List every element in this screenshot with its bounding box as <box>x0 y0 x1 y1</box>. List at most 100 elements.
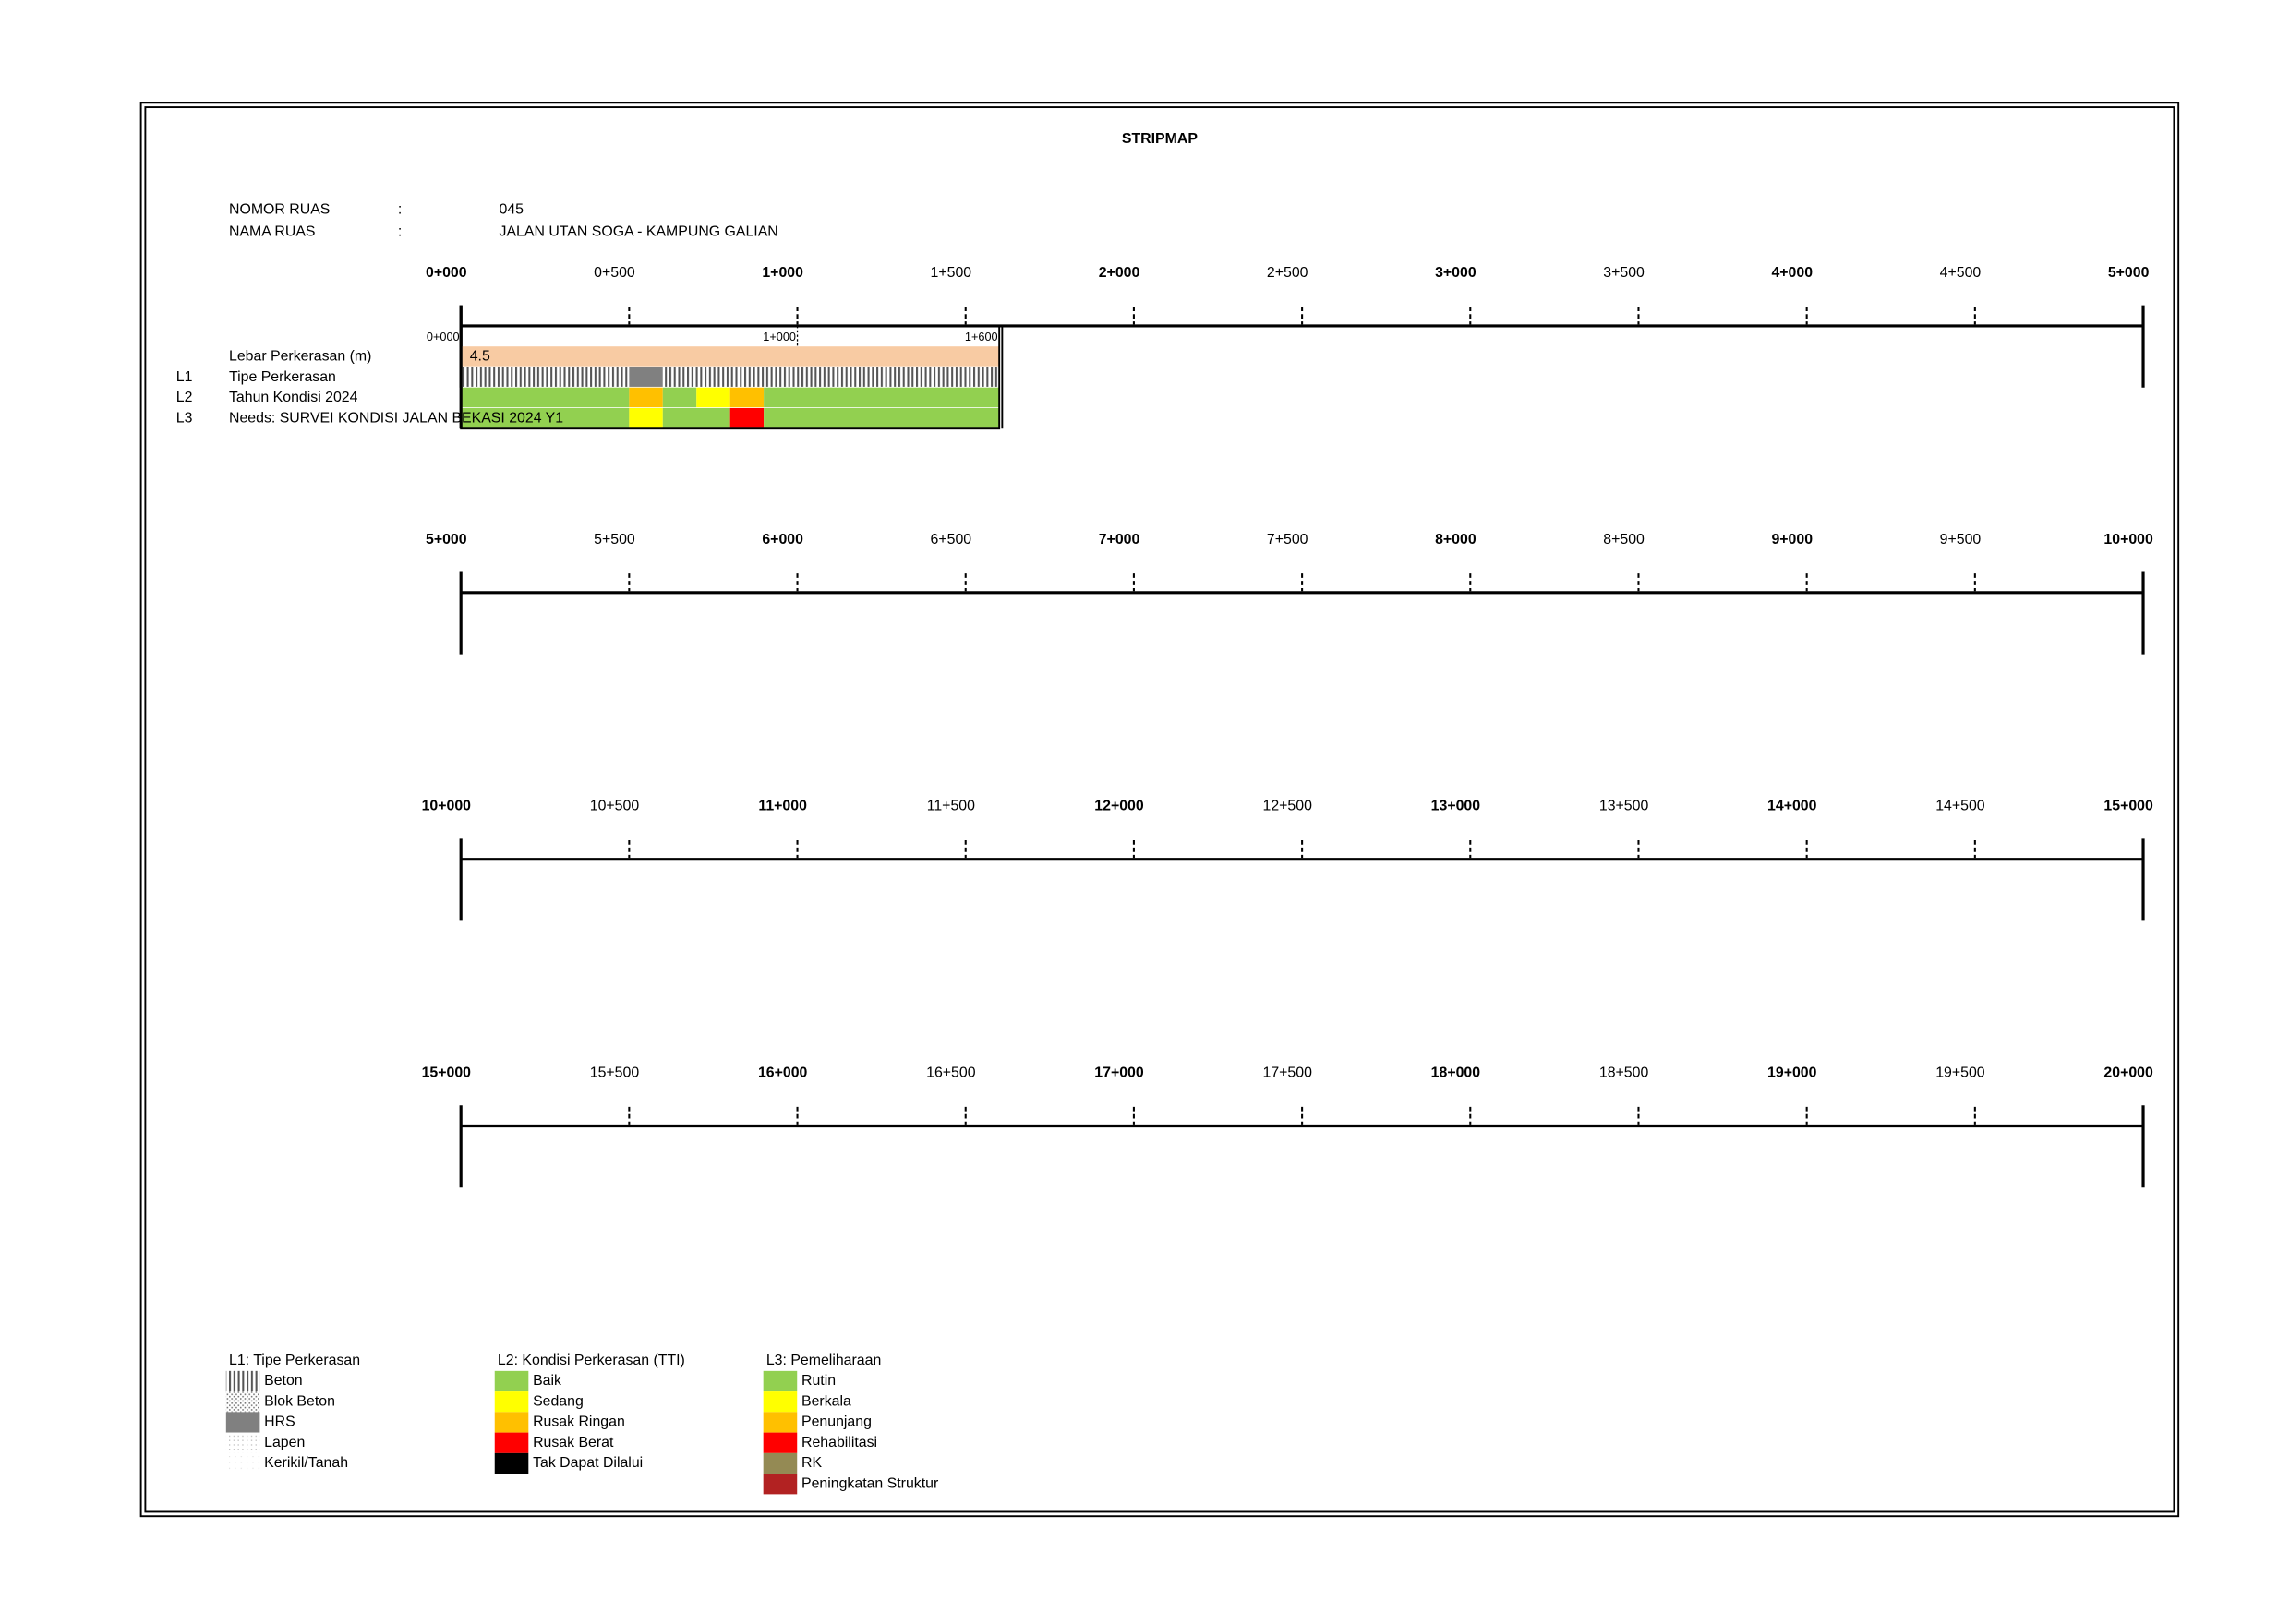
scale-label: 3+500 <box>1603 265 1645 281</box>
legend-swatch <box>763 1370 798 1392</box>
scale-label: 2+000 <box>1099 265 1140 281</box>
scale-label: 10+000 <box>422 799 472 814</box>
segment <box>461 407 630 428</box>
layer-name: Tipe Perkerasan <box>229 369 336 385</box>
field-sep: : <box>398 223 402 239</box>
legend-label: Rehabilitasi <box>802 1435 877 1450</box>
legend-label: Kerikil/Tanah <box>264 1455 348 1471</box>
scale-label: 1+000 <box>762 265 803 281</box>
legend-swatch <box>225 1412 260 1433</box>
layer-code: L2 <box>176 390 193 405</box>
legend-swatch <box>494 1412 529 1433</box>
scale-label: 10+500 <box>590 799 640 814</box>
layer-name: Needs: SURVEI KONDISI JALAN BEKASI 2024 … <box>229 410 563 426</box>
scale-label: 15+000 <box>422 1065 472 1080</box>
legend-swatch <box>494 1391 529 1413</box>
scale-label: 9+500 <box>1940 532 1982 547</box>
scale-label: 7+500 <box>1267 532 1308 547</box>
inner-frame <box>144 106 2176 1513</box>
scale-label: 7+000 <box>1099 532 1140 547</box>
scale-label: 19+500 <box>1935 1065 1985 1080</box>
legend-swatch <box>763 1474 798 1495</box>
legend-label: Lapen <box>264 1435 305 1450</box>
field-value: JALAN UTAN SOGA - KAMPUNG GALIAN <box>500 223 778 239</box>
scale-label: 15+000 <box>2103 799 2153 814</box>
scale-label: 14+500 <box>1935 799 1985 814</box>
scale-label: 20+000 <box>2103 1065 2153 1080</box>
scale-label: 18+500 <box>1599 1065 1649 1080</box>
scale-label: 11+500 <box>927 799 975 814</box>
scale-label: 4+000 <box>1771 265 1813 281</box>
legend-swatch <box>494 1432 529 1453</box>
scale-label: 4+500 <box>1940 265 1982 281</box>
segment <box>461 367 630 387</box>
legend-swatch <box>763 1391 798 1413</box>
scale-label: 11+000 <box>758 799 807 814</box>
legend-label: HRS <box>264 1414 295 1430</box>
legend-swatch <box>225 1391 260 1413</box>
scale-label: 18+000 <box>1431 1065 1481 1080</box>
field-label: NAMA RUAS <box>229 223 316 239</box>
legend-swatch <box>225 1452 260 1474</box>
scale-label: 15+500 <box>590 1065 640 1080</box>
scale-label: 8+000 <box>1435 532 1476 547</box>
legend-label: Rusak Berat <box>533 1435 614 1450</box>
scale-label: 17+500 <box>1262 1065 1312 1080</box>
scale-label: 13+500 <box>1599 799 1649 814</box>
scale-label: 14+000 <box>1767 799 1817 814</box>
scale-label: 3+000 <box>1435 265 1476 281</box>
legend-swatch <box>763 1432 798 1453</box>
scale-label: 5+500 <box>594 532 635 547</box>
segment <box>662 407 730 428</box>
scale-label: 9+000 <box>1771 532 1813 547</box>
field-sep: : <box>398 202 402 218</box>
segment <box>662 387 697 408</box>
scale-label: 17+000 <box>1094 1065 1144 1080</box>
scale-label: 12+000 <box>1094 799 1144 814</box>
legend-title: L2: Kondisi Perkerasan (TTI) <box>498 1353 685 1368</box>
scale-label: 12+500 <box>1262 799 1312 814</box>
legend-label: Sedang <box>533 1393 584 1409</box>
legend-label: Blok Beton <box>264 1393 335 1409</box>
strip-km-label: 0+000 <box>427 330 460 343</box>
segment <box>629 407 663 428</box>
legend-swatch <box>225 1370 260 1392</box>
title: STRIPMAP <box>1122 131 1198 147</box>
segment <box>696 387 730 408</box>
legend-label: Peningkatan Struktur <box>802 1475 939 1491</box>
scale-label: 16+500 <box>926 1065 976 1080</box>
row-label: Lebar Perkerasan (m) <box>229 349 371 365</box>
width-value: 4.5 <box>470 349 490 365</box>
legend-swatch <box>763 1452 798 1474</box>
field-value: 045 <box>500 202 524 218</box>
legend-label: Penunjang <box>802 1414 872 1430</box>
legend-label: Baik <box>533 1373 561 1389</box>
legend-label: Beton <box>264 1373 303 1389</box>
scale-label: 0+000 <box>426 265 467 281</box>
scale-label: 13+000 <box>1431 799 1481 814</box>
strip-km-label: 1+600 <box>965 330 998 343</box>
legend-label: RK <box>802 1455 822 1471</box>
legend-title: L3: Pemeliharaan <box>766 1353 881 1368</box>
layer-name: Tahun Kondisi 2024 <box>229 390 358 405</box>
segment <box>764 407 1000 428</box>
scale-label: 10+000 <box>2103 532 2153 547</box>
segment <box>629 387 663 408</box>
scale-label: 5+000 <box>426 532 467 547</box>
scale-label: 6+000 <box>762 532 803 547</box>
segment <box>461 387 630 408</box>
scale-label: 16+000 <box>758 1065 808 1080</box>
scale-label: 5+000 <box>2108 265 2150 281</box>
scale-label: 6+500 <box>931 532 972 547</box>
legend-label: Rutin <box>802 1373 836 1389</box>
width-bar <box>461 346 1000 367</box>
field-label: NOMOR RUAS <box>229 202 330 218</box>
legend-swatch <box>225 1432 260 1453</box>
outer-frame <box>139 102 2180 1518</box>
layer-code: L1 <box>176 369 193 385</box>
legend-swatch <box>763 1412 798 1433</box>
layer-code: L3 <box>176 410 193 426</box>
legend-label: Rusak Ringan <box>533 1414 625 1430</box>
